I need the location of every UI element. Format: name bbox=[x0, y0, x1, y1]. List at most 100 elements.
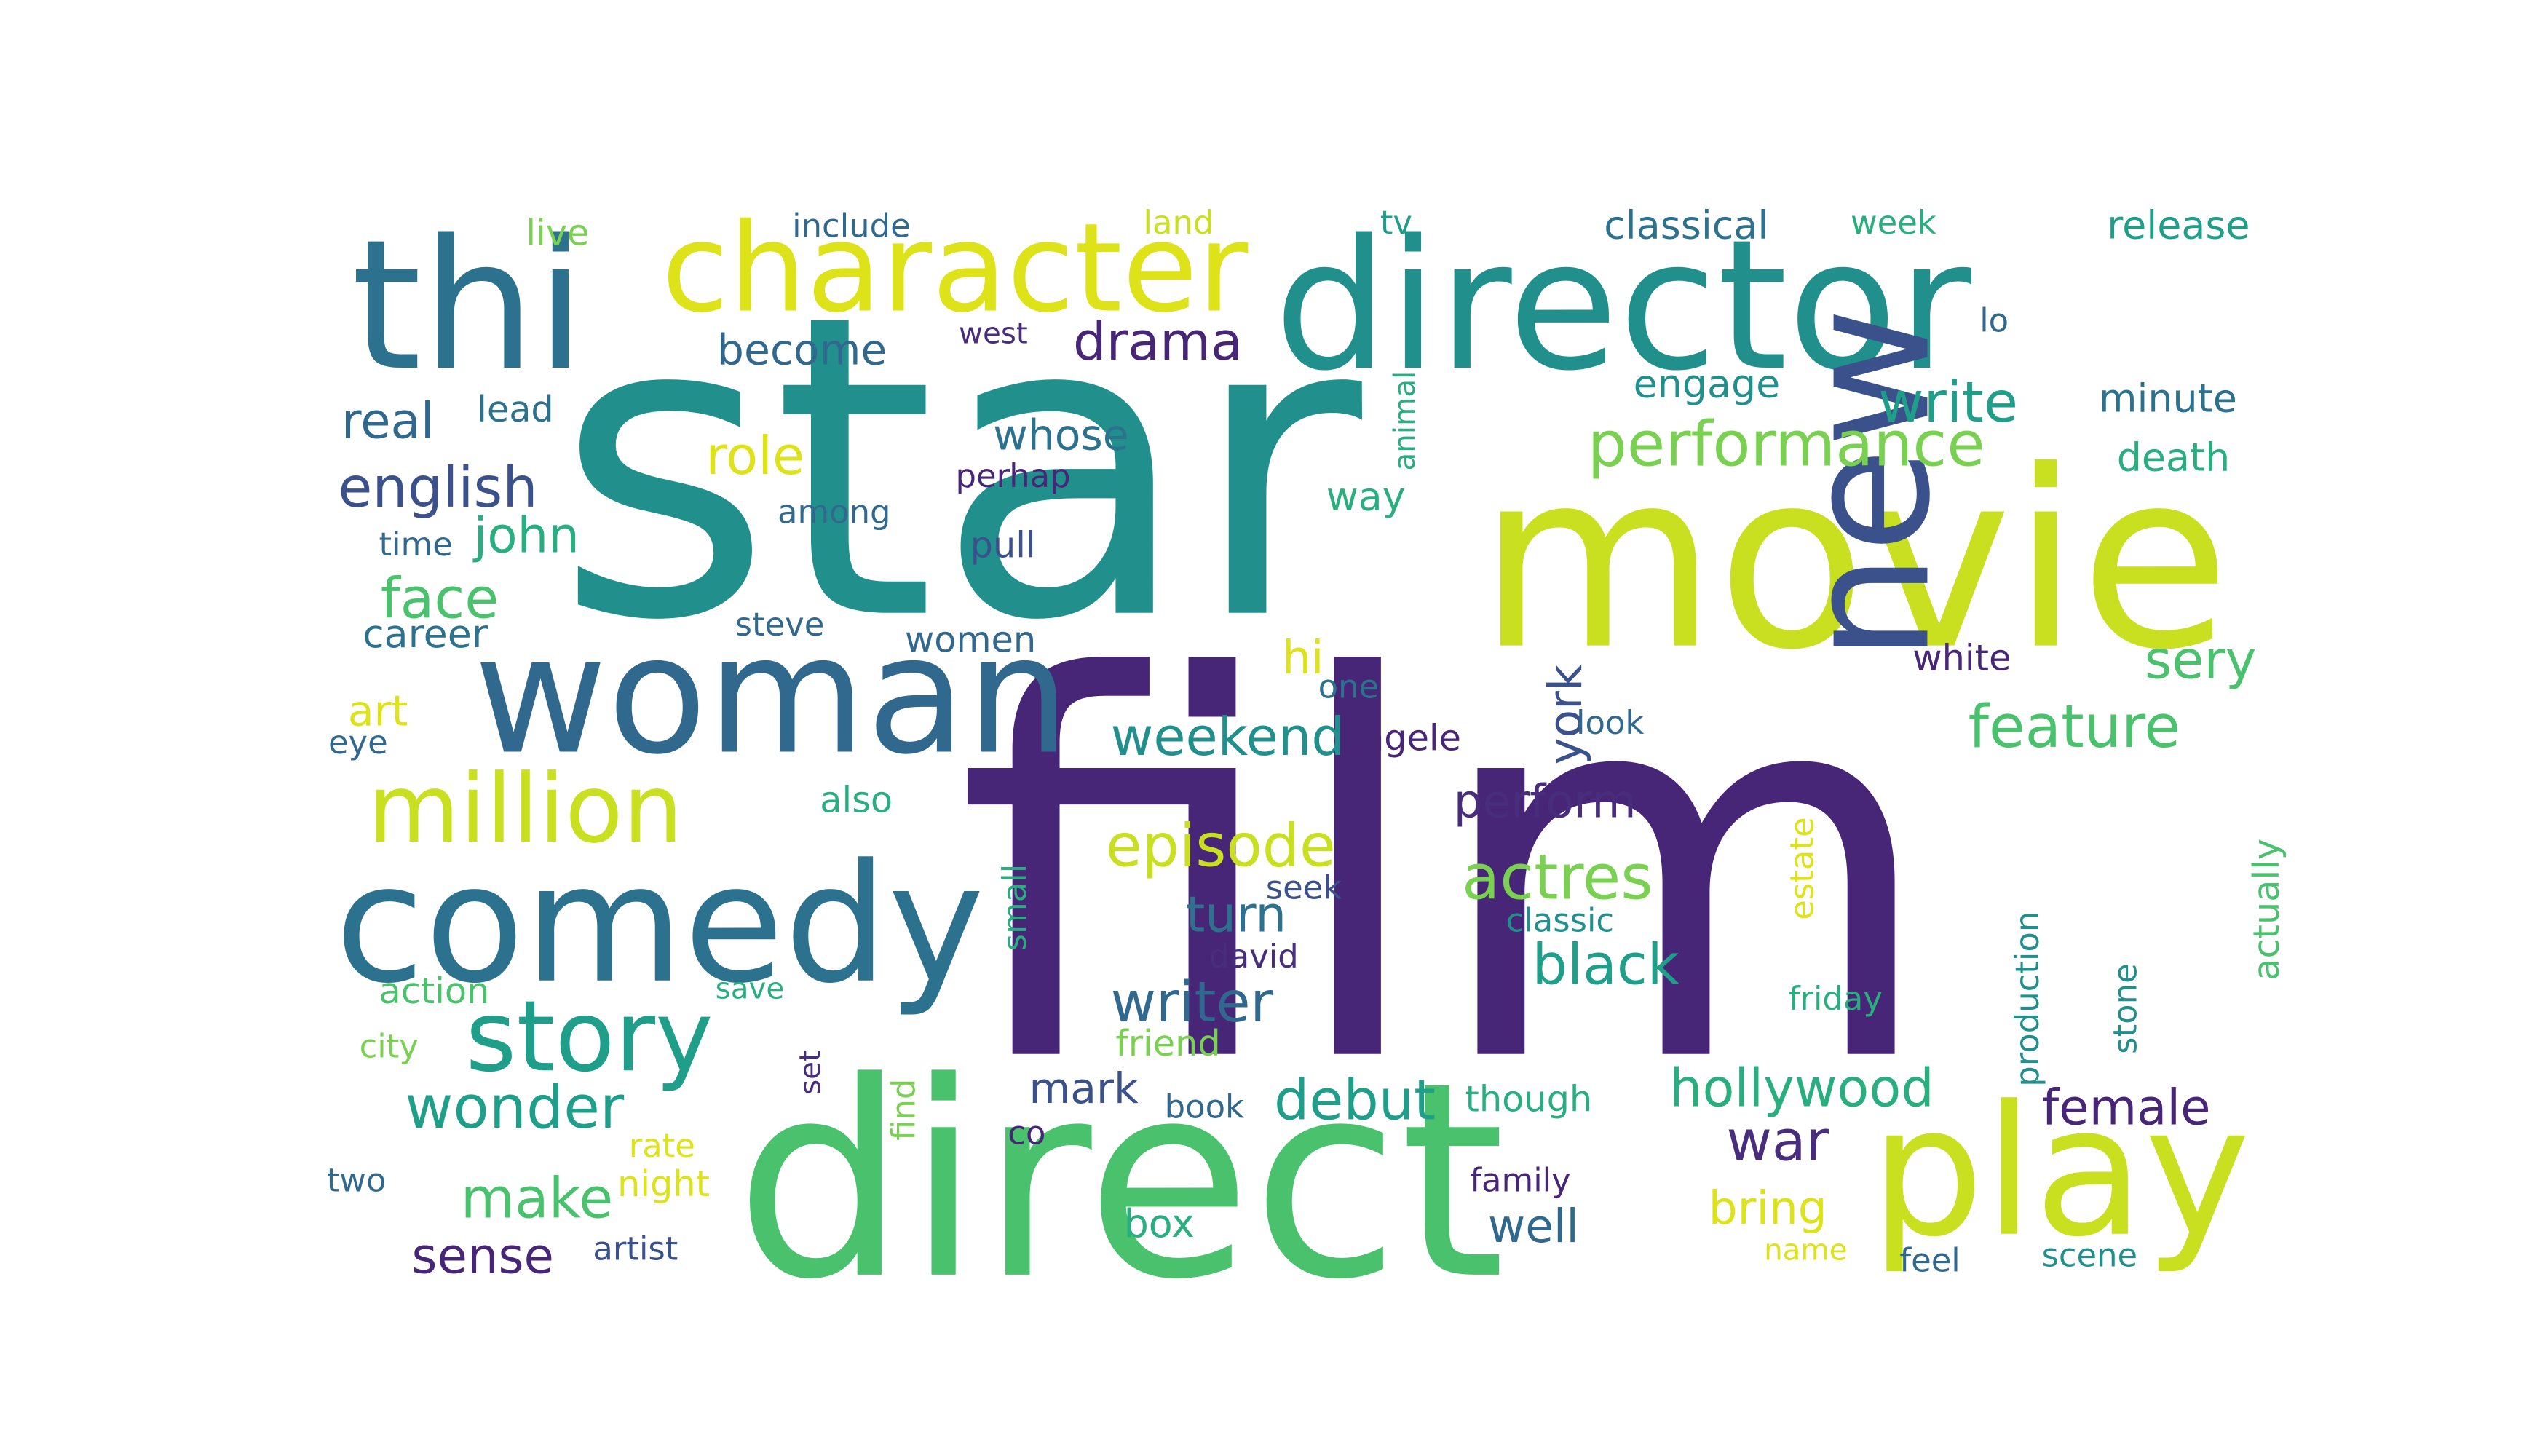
word-classical: classical bbox=[1604, 202, 1768, 248]
word-rate: rate bbox=[629, 1126, 695, 1165]
word-comedy: comedy bbox=[335, 829, 984, 1019]
word-john: john bbox=[472, 507, 579, 564]
word-episode: episode bbox=[1106, 812, 1336, 881]
word-white: white bbox=[1912, 636, 2011, 678]
word-production: production bbox=[2008, 911, 2046, 1087]
word-classic: classic bbox=[1506, 901, 1615, 939]
word-play: play bbox=[1870, 1068, 2250, 1277]
word-feel: feel bbox=[1899, 1241, 1960, 1279]
word-black: black bbox=[1532, 932, 1679, 997]
word-wonder: wonder bbox=[405, 1074, 625, 1142]
word-find: find bbox=[884, 1079, 922, 1141]
word-lead: lead bbox=[477, 388, 554, 430]
word-york: york bbox=[1539, 664, 1592, 764]
word-way: way bbox=[1326, 473, 1406, 519]
word-look: look bbox=[1576, 703, 1644, 742]
word-engage: engage bbox=[1634, 360, 1781, 406]
word-save: save bbox=[716, 971, 784, 1005]
word-book: book bbox=[1165, 1087, 1244, 1125]
word-family: family bbox=[1470, 1160, 1570, 1199]
word-two: two bbox=[327, 1160, 387, 1199]
word-director: director bbox=[1274, 202, 1971, 411]
word-million: million bbox=[368, 753, 683, 864]
word-friday: friday bbox=[1789, 979, 1883, 1018]
word-character: character bbox=[662, 197, 1249, 339]
word-week: week bbox=[1851, 203, 1936, 242]
word-new: new bbox=[1768, 307, 1968, 662]
word-box: box bbox=[1124, 1200, 1195, 1246]
word-david: david bbox=[1208, 937, 1298, 976]
word-steve: steve bbox=[735, 605, 825, 644]
word-whose: whose bbox=[993, 410, 1129, 459]
word-sery: sery bbox=[2145, 630, 2257, 691]
word-weekend: weekend bbox=[1111, 706, 1345, 767]
word-west: west bbox=[959, 316, 1028, 350]
word-co: co bbox=[1008, 1113, 1045, 1152]
word-actually: actually bbox=[2245, 839, 2287, 981]
word-thi: thi bbox=[351, 202, 585, 411]
word-minute: minute bbox=[2099, 376, 2237, 422]
word-war: war bbox=[1726, 1109, 1829, 1174]
word-career: career bbox=[363, 611, 488, 657]
word-friend: friend bbox=[1115, 1022, 1220, 1064]
word-pull: pull bbox=[970, 523, 1036, 566]
word-debut: debut bbox=[1274, 1068, 1436, 1133]
word-real: real bbox=[341, 393, 435, 450]
word-performance: performance bbox=[1588, 409, 1985, 481]
word-role: role bbox=[705, 425, 804, 486]
word-story: story bbox=[465, 979, 713, 1093]
word-woman: woman bbox=[474, 600, 1070, 790]
word-small: small bbox=[995, 864, 1034, 951]
word-seek: seek bbox=[1266, 869, 1342, 907]
word-sense: sense bbox=[411, 1228, 554, 1285]
word-live: live bbox=[526, 212, 589, 254]
word-movie: movie bbox=[1478, 419, 2230, 704]
word-women: women bbox=[905, 619, 1036, 661]
word-mark: mark bbox=[1029, 1064, 1139, 1113]
word-art: art bbox=[348, 687, 408, 736]
word-perform: perform bbox=[1454, 775, 1637, 828]
word-writer: writer bbox=[1111, 970, 1274, 1034]
word-release: release bbox=[2107, 202, 2250, 248]
word-feature: feature bbox=[1969, 693, 2181, 761]
word-english: english bbox=[338, 455, 537, 520]
word-female: female bbox=[2041, 1079, 2210, 1136]
word-become: become bbox=[717, 325, 887, 375]
word-film: film bbox=[956, 569, 1939, 1178]
word-bring: bring bbox=[1709, 1182, 1827, 1235]
word-set: set bbox=[793, 1050, 827, 1095]
word-well: well bbox=[1488, 1200, 1579, 1253]
word-eye: eye bbox=[328, 723, 388, 761]
word-though: though bbox=[1465, 1077, 1593, 1120]
word-make: make bbox=[461, 1166, 613, 1230]
word-scene: scene bbox=[2041, 1236, 2137, 1275]
word-animal: animal bbox=[1388, 371, 1422, 471]
word-name: name bbox=[1764, 1233, 1847, 1267]
word-hollywood: hollywood bbox=[1669, 1058, 1934, 1119]
word-write: write bbox=[1878, 370, 2018, 435]
word-also: also bbox=[820, 779, 893, 821]
word-perhap: perhap bbox=[956, 456, 1071, 495]
word-drama: drama bbox=[1073, 311, 1243, 372]
word-actres: actres bbox=[1462, 842, 1653, 914]
word-action: action bbox=[379, 970, 490, 1012]
word-time: time bbox=[379, 525, 453, 563]
word-direct: direct bbox=[735, 1025, 1506, 1339]
word-tv: tv bbox=[1380, 203, 1412, 242]
word-night: night bbox=[617, 1163, 710, 1205]
word-lo: lo bbox=[1979, 301, 2009, 340]
word-artist: artist bbox=[593, 1230, 678, 1268]
word-estate: estate bbox=[1782, 817, 1821, 919]
word-city: city bbox=[360, 1026, 419, 1065]
word-hi: hi bbox=[1282, 631, 1324, 684]
word-face: face bbox=[381, 566, 499, 630]
word-turn: turn bbox=[1186, 886, 1286, 943]
word-star: star bbox=[555, 226, 1366, 711]
word-angele: angele bbox=[1340, 716, 1461, 759]
word-death: death bbox=[2117, 434, 2231, 480]
word-include: include bbox=[792, 206, 911, 245]
word-land: land bbox=[1144, 203, 1214, 242]
word-among: among bbox=[778, 492, 891, 531]
word-one: one bbox=[1318, 667, 1379, 705]
